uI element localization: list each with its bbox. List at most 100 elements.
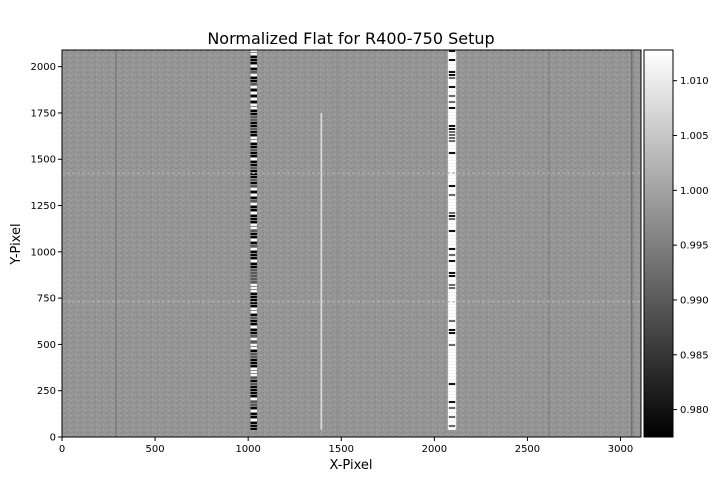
column-band-stripe xyxy=(448,338,456,340)
column-band-stripe xyxy=(448,383,456,385)
column-band-stripe xyxy=(250,215,257,217)
column-band-stripe xyxy=(448,236,456,238)
column-band-stripe xyxy=(448,314,456,316)
chart-title: Normalized Flat for R400-750 Setup xyxy=(207,29,494,48)
column-band-stripe xyxy=(448,293,456,295)
column-band-stripe xyxy=(448,176,456,178)
column-band-stripe xyxy=(448,197,456,199)
column-band-stripe xyxy=(250,317,257,319)
column-band-stripe xyxy=(250,134,257,136)
column-band-stripe xyxy=(448,401,456,403)
column-band-stripe xyxy=(250,302,257,304)
column-band-stripe xyxy=(448,62,456,64)
column-band-stripe xyxy=(448,200,456,202)
column-band-stripe xyxy=(448,371,456,373)
column-band-stripe xyxy=(250,83,257,85)
column-band-stripe xyxy=(250,260,257,262)
column-band-stripe xyxy=(448,119,456,121)
column-band-stripe xyxy=(250,203,257,205)
column-band-stripe xyxy=(448,413,456,415)
column-band-stripe xyxy=(448,302,456,304)
column-band-stripe xyxy=(448,386,456,388)
column-band-stripe xyxy=(250,323,257,325)
column-band-stripe xyxy=(448,137,456,139)
column-band-stripe xyxy=(250,170,257,172)
column-band-stripe xyxy=(250,344,257,346)
column-band-stripe xyxy=(250,281,257,283)
column-band-stripe xyxy=(250,428,257,430)
column-band-stripe xyxy=(250,191,257,193)
column-band-stripe xyxy=(250,137,257,139)
column-band-stripe xyxy=(448,269,456,271)
column-band-stripe xyxy=(448,50,456,52)
column-band-stripe xyxy=(448,287,456,289)
column-band-stripe xyxy=(448,104,456,106)
column-band-stripe xyxy=(250,233,257,235)
column-band-stripe xyxy=(250,404,257,406)
column-band-stripe xyxy=(448,143,456,145)
column-band-stripe xyxy=(250,314,257,316)
column-band-stripe xyxy=(250,104,257,106)
column-band-stripe xyxy=(448,275,456,277)
column-band-stripe xyxy=(250,77,257,79)
column-band-stripe xyxy=(448,362,456,364)
column-band-stripe xyxy=(250,257,257,259)
column-band-stripe xyxy=(448,212,456,214)
column-band-stripe xyxy=(250,65,257,67)
x-tick-label: 3000 xyxy=(608,444,633,455)
column-band-stripe xyxy=(250,119,257,121)
column-band-stripe xyxy=(448,323,456,325)
column-band-stripe xyxy=(448,416,456,418)
column-band-stripe xyxy=(250,359,257,361)
column-band-stripe xyxy=(250,329,257,331)
colorbar-tick-label: 0.980 xyxy=(680,405,709,416)
column-band-stripe xyxy=(448,278,456,280)
column-band-stripe xyxy=(250,56,257,58)
column-band-stripe xyxy=(250,419,257,421)
column-band-stripe xyxy=(250,380,257,382)
column-band-stripe xyxy=(448,305,456,307)
column-band-stripe xyxy=(250,248,257,250)
column-band-stripe xyxy=(448,140,456,142)
column-band-stripe xyxy=(250,185,257,187)
column-band-stripe xyxy=(250,128,257,130)
column-band-stripe xyxy=(250,173,257,175)
column-band-stripe xyxy=(250,305,257,307)
column-band-stripe xyxy=(448,365,456,367)
column-band-stripe xyxy=(448,170,456,172)
column-band-stripe xyxy=(250,320,257,322)
column-band-stripe xyxy=(250,365,257,367)
column-band-stripe xyxy=(448,86,456,88)
column-band-stripe xyxy=(448,359,456,361)
column-band-stripe xyxy=(448,233,456,235)
column-band-stripe xyxy=(448,266,456,268)
column-band-stripe xyxy=(448,59,456,61)
column-band-stripe xyxy=(448,215,456,217)
column-band-stripe xyxy=(250,416,257,418)
column-band-stripe xyxy=(250,182,257,184)
column-band-stripe xyxy=(250,413,257,415)
column-band-stripe xyxy=(250,386,257,388)
column-band-stripe xyxy=(448,281,456,283)
column-band-stripe xyxy=(250,110,257,112)
colorbar-tick-label: 1.010 xyxy=(680,76,709,87)
column-band-stripe xyxy=(250,179,257,181)
column-band-stripe xyxy=(448,203,456,205)
column-band-stripe xyxy=(250,155,257,157)
column-band-stripe xyxy=(448,392,456,394)
column-band-stripe xyxy=(448,185,456,187)
y-tick-label: 1750 xyxy=(31,108,56,119)
column-band-stripe xyxy=(448,377,456,379)
column-band xyxy=(249,50,258,430)
column-band-stripe xyxy=(448,425,456,427)
column-band-stripe xyxy=(250,176,257,178)
column-band-stripe xyxy=(250,254,257,256)
column-band-stripe xyxy=(250,188,257,190)
column-band-stripe xyxy=(250,401,257,403)
column-band-stripe xyxy=(448,188,456,190)
column-band-stripe xyxy=(250,80,257,82)
column-band-stripe xyxy=(448,380,456,382)
column-band-stripe xyxy=(250,71,257,73)
column-band-stripe xyxy=(250,131,257,133)
